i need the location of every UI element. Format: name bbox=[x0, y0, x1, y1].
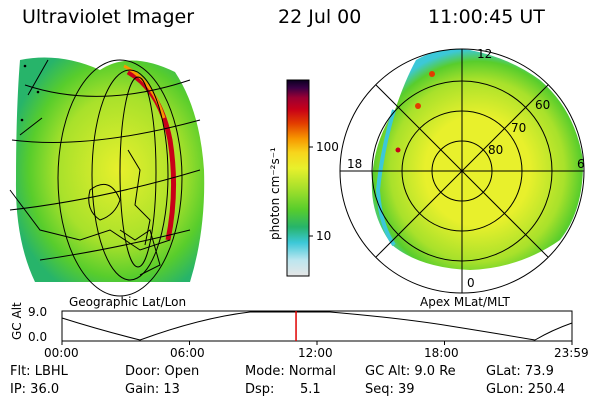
gc-alt-curve bbox=[61, 311, 573, 341]
time-tick-0000: 00:00 bbox=[44, 346, 79, 360]
polar-map bbox=[339, 48, 585, 294]
timeline-plot bbox=[61, 310, 573, 345]
filter-info: Flt: LBHL bbox=[10, 364, 68, 379]
apex-caption: Apex MLat/MLT bbox=[420, 295, 510, 309]
glat-info: GLat: 73.9 bbox=[486, 364, 554, 379]
time-tick-1800: 18:00 bbox=[424, 346, 459, 360]
colorbar-tick-10: 10 bbox=[316, 229, 332, 243]
ip-info: IP: 36.0 bbox=[10, 382, 60, 397]
mlt-18-label: 18 bbox=[347, 157, 363, 171]
dsp-label: Dsp: bbox=[245, 382, 275, 397]
mlat-70-label: 70 bbox=[511, 121, 527, 135]
y-max-label: 9.0 bbox=[28, 305, 48, 319]
colorbar-tick-100: 100 bbox=[316, 140, 339, 154]
time: 11:00:45 UT bbox=[428, 6, 545, 28]
mlt-12-label: 12 bbox=[477, 47, 493, 61]
y-min-label: 0.0 bbox=[28, 330, 48, 344]
colorbar-label: photon cm⁻²s⁻¹ bbox=[268, 147, 282, 240]
time-tick-1200: 12:00 bbox=[298, 346, 333, 360]
seq-info: Seq: 39 bbox=[365, 382, 415, 397]
time-tick-2359: 23:59 bbox=[554, 346, 589, 360]
mlt-6-label: 6 bbox=[577, 157, 585, 171]
date: 22 Jul 00 bbox=[278, 6, 362, 28]
globe-limb bbox=[57, 59, 183, 297]
title: Ultraviolet Imager bbox=[22, 6, 195, 28]
gc-alt-axis-label: GC Alt bbox=[10, 302, 24, 340]
dsp-value: 5.1 bbox=[300, 382, 321, 397]
mode-info: Mode: Normal bbox=[245, 364, 336, 379]
colorbar bbox=[286, 79, 313, 277]
gain-info: Gain: 13 bbox=[125, 382, 180, 397]
mlt-0-label: 0 bbox=[467, 276, 475, 290]
time-tick-0600: 06:00 bbox=[170, 346, 205, 360]
door-info: Door: Open bbox=[125, 364, 200, 379]
mlat-80-label: 80 bbox=[488, 143, 504, 157]
right-auroral-image bbox=[371, 49, 584, 270]
geo-caption: Geographic Lat/Lon bbox=[69, 295, 187, 309]
mlat-60-label: 60 bbox=[535, 98, 551, 112]
glon-info: GLon: 250.4 bbox=[486, 382, 566, 397]
geographic-map bbox=[9, 57, 205, 297]
gc-alt-info: GC Alt: 9.0 Re bbox=[365, 364, 456, 379]
